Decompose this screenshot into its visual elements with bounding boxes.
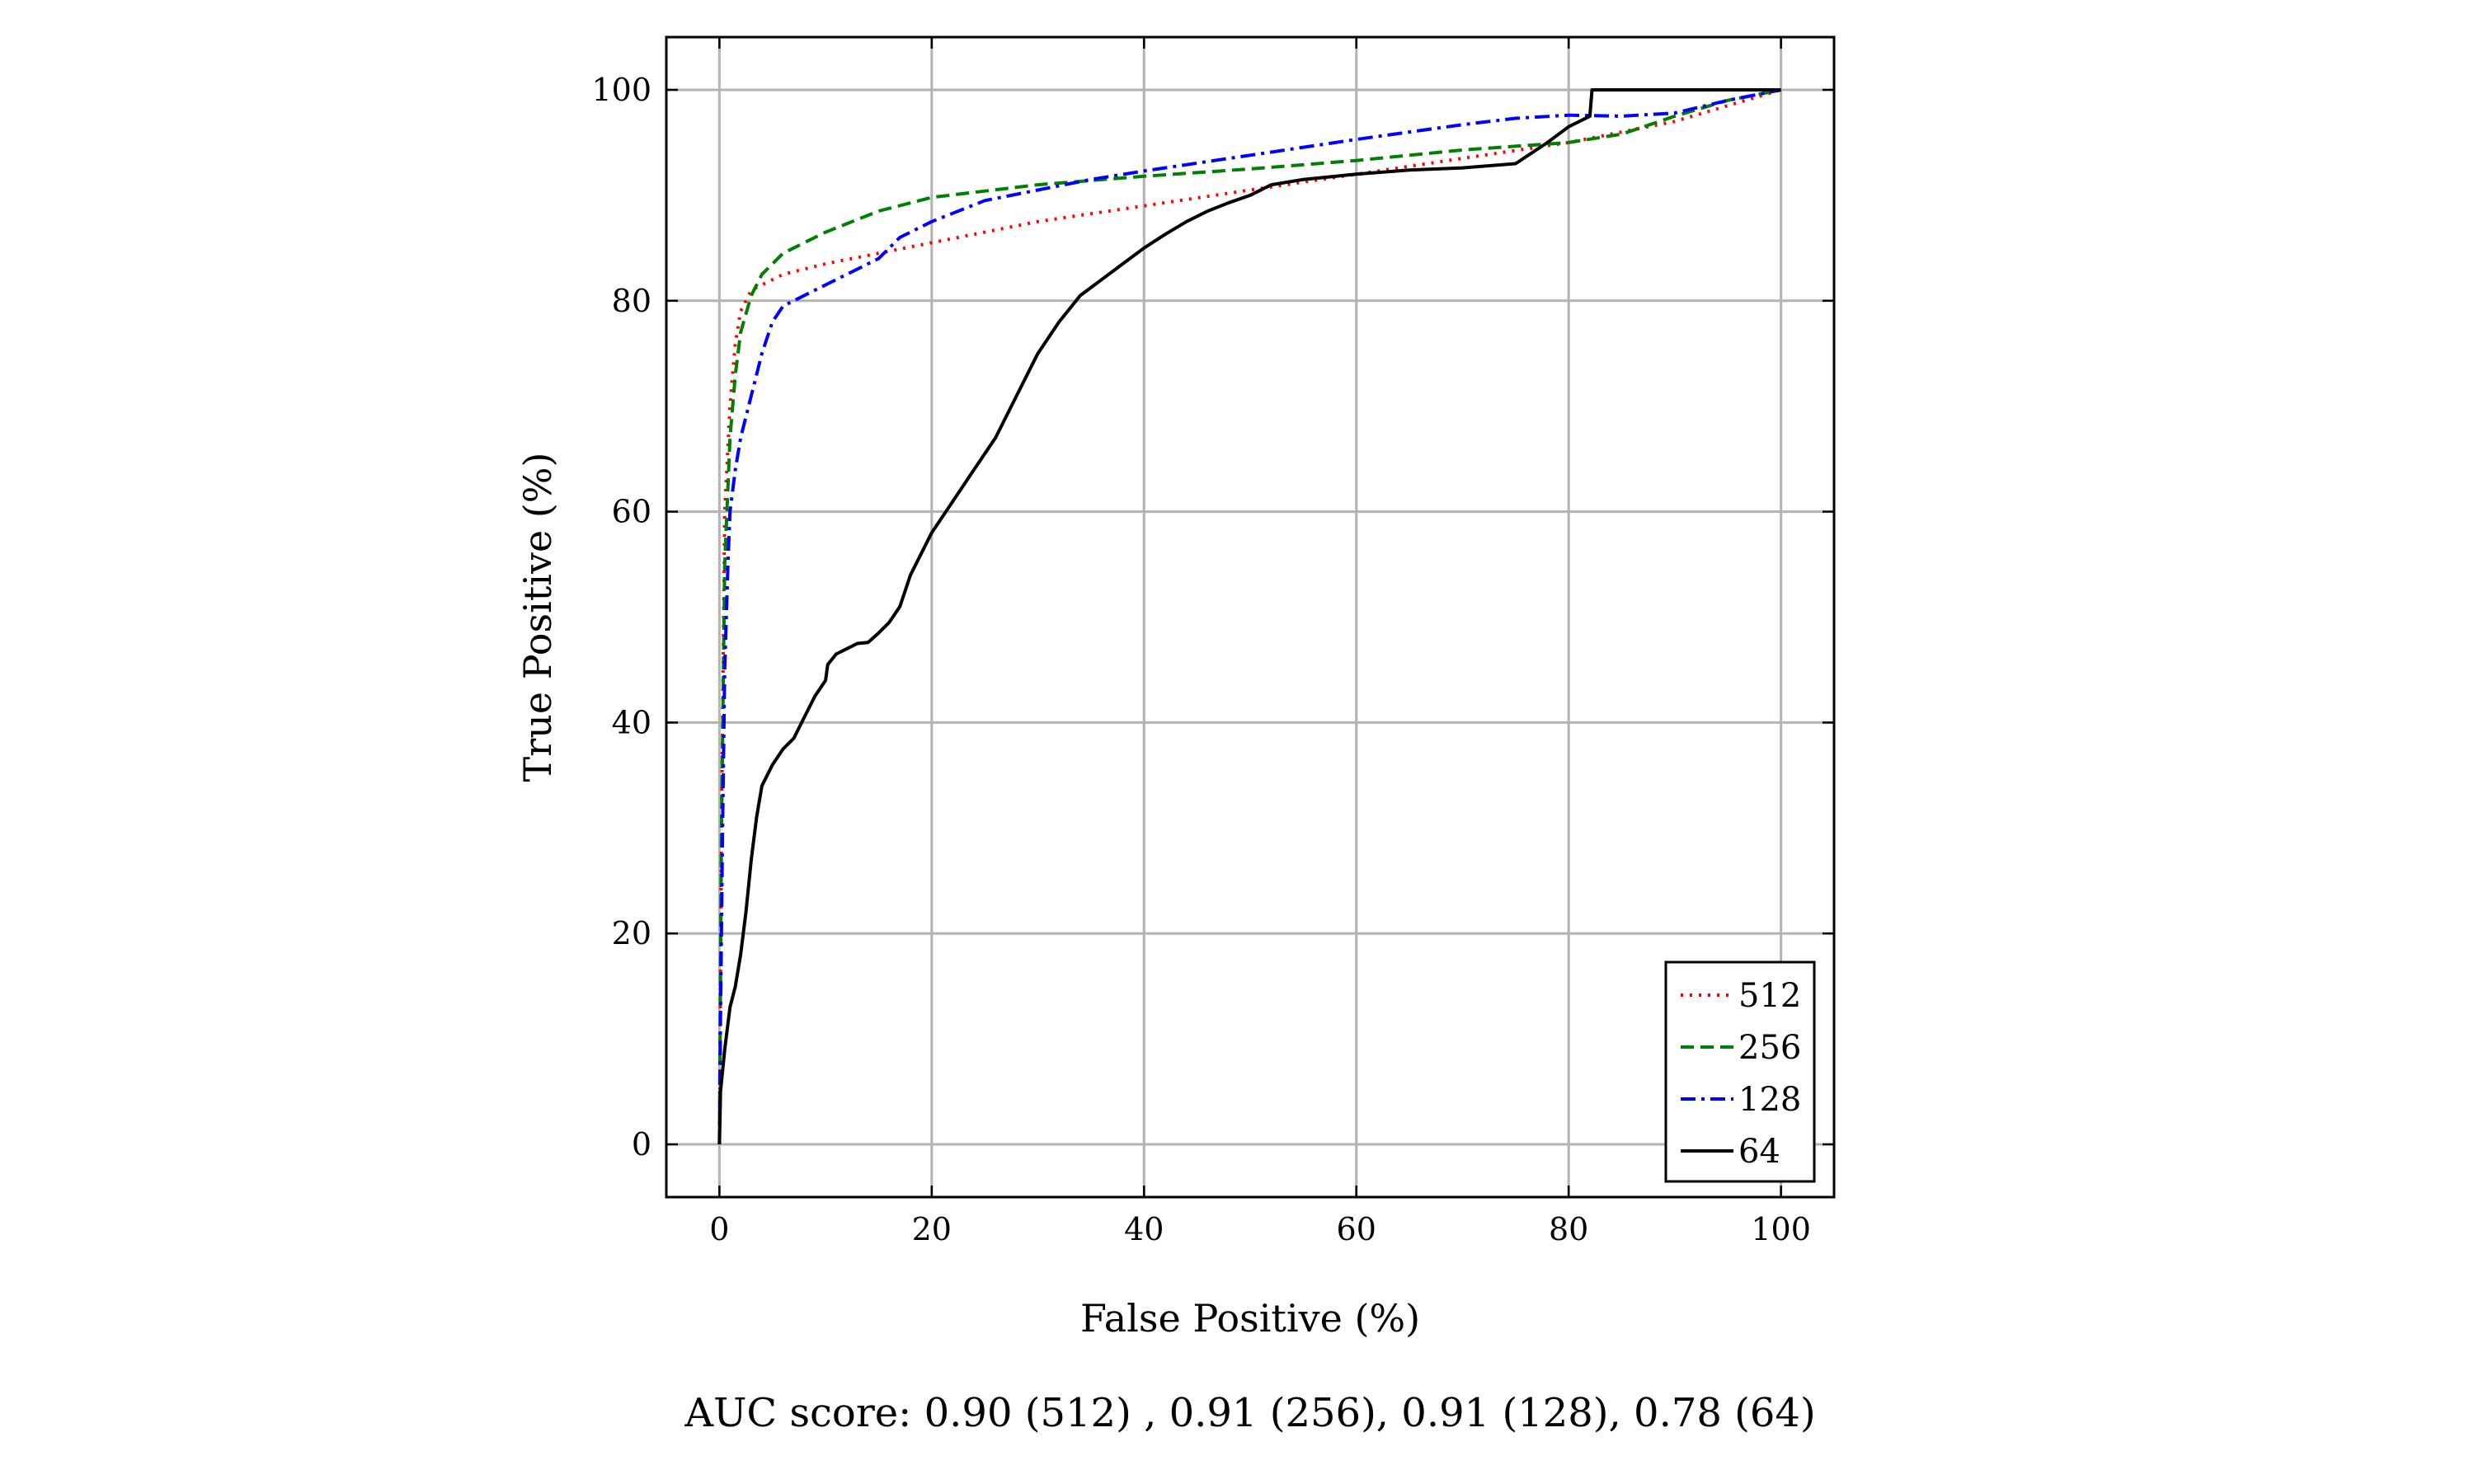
grid (666, 37, 1834, 1197)
series-line-128 (717, 88, 1781, 1145)
tick-labels: 0 20 40 60 80 100 0 20 40 60 80 100 (591, 72, 1810, 1247)
legend-label-256: 256 (1738, 1029, 1801, 1067)
y-tick-label: 20 (612, 915, 651, 951)
x-tick-label: 20 (912, 1211, 952, 1247)
x-tick-label: 100 (1751, 1211, 1811, 1247)
x-tick-label: 60 (1337, 1211, 1376, 1247)
x-tick-label: 40 (1124, 1211, 1164, 1247)
y-tick-label: 60 (612, 494, 651, 530)
legend-box (1664, 960, 1816, 1183)
y-tick-label: 80 (612, 283, 651, 319)
y-tick-label: 100 (591, 72, 651, 108)
y-tick-label: 0 (632, 1126, 651, 1162)
y-tick-label: 40 (612, 704, 651, 740)
x-tick-label: 0 (709, 1211, 729, 1247)
legend: 512 256 128 64 (1664, 960, 1816, 1183)
ticks (666, 37, 1834, 1197)
series-group (717, 88, 1782, 1145)
y-axis-title: True Positive (%) (515, 453, 560, 782)
legend-label-512: 512 (1738, 977, 1801, 1015)
series-line-256 (717, 88, 1781, 1145)
legend-label-64: 64 (1738, 1133, 1780, 1171)
plot-frame (665, 35, 1836, 1199)
x-tick-label: 80 (1549, 1211, 1588, 1247)
legend-label-128: 128 (1738, 1081, 1801, 1119)
x-axis-title: False Positive (%) (1080, 1296, 1420, 1341)
series-line-512 (717, 88, 1782, 1145)
series-line-64 (717, 88, 1781, 1145)
auc-caption: AUC score: 0.90 (512) , 0.91 (256), 0.91… (684, 1390, 1815, 1436)
